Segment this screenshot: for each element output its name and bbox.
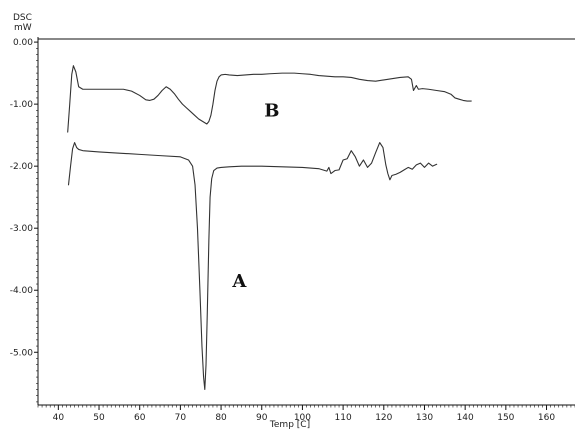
x-tick-label: 80 — [215, 413, 227, 423]
series-layer — [67, 65, 472, 391]
x-tick-label: 130 — [416, 413, 433, 423]
y-tick-label: -4.00 — [10, 286, 34, 296]
x-tick-label: 60 — [134, 413, 146, 423]
x-tick-label: 40 — [53, 413, 65, 423]
x-tick-label: 50 — [93, 413, 105, 423]
x-tick-label: 140 — [457, 413, 474, 423]
x-tick-label: 90 — [256, 413, 268, 423]
x-tick-label: 160 — [538, 413, 555, 423]
x-tick-label: 70 — [175, 413, 187, 423]
x-tick-label: 100 — [294, 413, 311, 423]
curve-b-label: B — [264, 101, 279, 122]
y-tick-label: -1.00 — [10, 100, 34, 110]
curve-a-line — [67, 142, 438, 391]
ticks-layer: 40 50 60 70 80 90 100 110 120 130 140 150 160 0.00 -1.… — [10, 38, 575, 423]
x-tick-label: 110 — [335, 413, 352, 423]
y-tick-label: -2.00 — [10, 162, 34, 172]
axes-layer — [37, 37, 575, 406]
curve-a-label: A — [231, 271, 247, 292]
labels-layer: DSC mW Temp [C] — [13, 13, 310, 430]
x-tick-label: 150 — [497, 413, 514, 423]
y-tick-label: -5.00 — [10, 348, 34, 358]
y-tick-label: 0.00 — [13, 38, 33, 48]
y-axis-label-line2: mW — [14, 23, 32, 33]
curve-b-line — [67, 65, 472, 133]
annotation-layer: BA — [231, 101, 279, 293]
y-axis-label-line1: DSC — [13, 13, 32, 23]
x-axis-label: Temp [C] — [269, 420, 310, 430]
x-tick-label: 120 — [375, 413, 392, 423]
y-tick-label: -3.00 — [10, 224, 34, 234]
